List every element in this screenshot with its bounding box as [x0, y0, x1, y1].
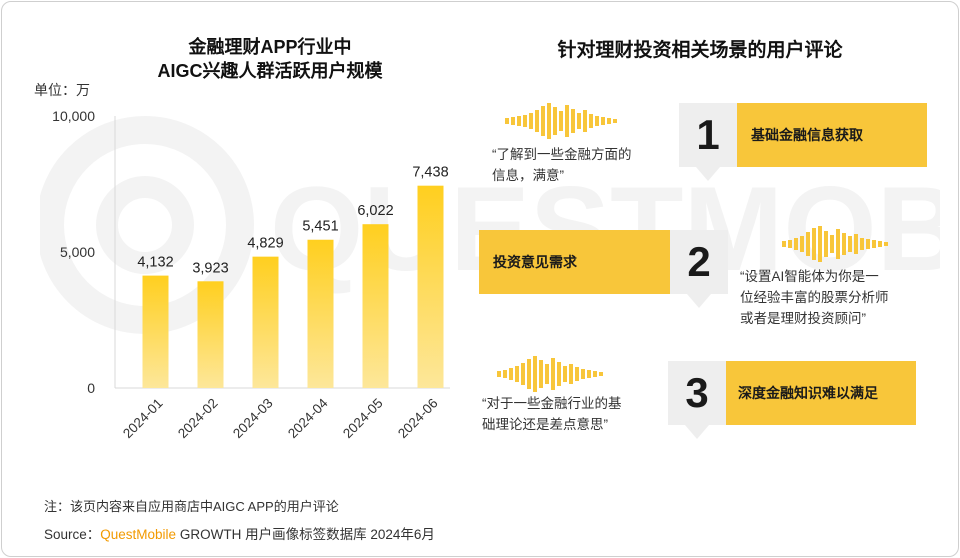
review-quote-3: “对于一些金融行业的基 础理论还是差点意思”	[482, 393, 672, 435]
pointer-arrow	[687, 294, 711, 308]
bar-value-label: 5,451	[302, 219, 338, 235]
y-tick-label: 10,000	[52, 108, 95, 124]
bar	[362, 224, 389, 388]
theme-label: 基础金融信息获取	[751, 127, 863, 143]
quote-line: “了解到一些金融方面的	[492, 147, 632, 162]
number-box-3: 3	[668, 361, 726, 425]
theme-box-1: 基础金融信息获取	[737, 103, 927, 167]
review-quote-1: “了解到一些金融方面的 信息，满意”	[492, 144, 672, 186]
source-suffix: GROWTH 用户画像标签数据库 2024年6月	[176, 527, 435, 542]
bar	[252, 256, 279, 388]
chart-title-line-2: AIGC兴趣人群活跃用户规模	[157, 61, 383, 81]
pointer-arrow	[685, 425, 709, 439]
footer-note: 注：该页内容来自应用商店中AIGC APP的用户评论	[44, 499, 339, 514]
bar-value-label: 6,022	[357, 203, 393, 219]
bar	[142, 275, 169, 388]
number-label: 1	[696, 111, 720, 158]
theme-box-2: 投资意见需求	[479, 230, 670, 294]
x-tick-label: 2024-01	[120, 396, 166, 442]
chart-title: 金融理财APP行业中 AIGC兴趣人群活跃用户规模	[90, 35, 450, 83]
reviews-title: 针对理财投资相关场景的用户评论	[557, 40, 843, 61]
bar	[307, 239, 334, 388]
number-label: 3	[685, 369, 709, 416]
quote-line: 或者是理财投资顾问”	[740, 311, 866, 326]
bar	[197, 281, 224, 388]
quote-line: 信息，满意”	[492, 168, 564, 183]
x-tick-label: 2024-03	[230, 396, 276, 442]
pointer-arrow	[696, 167, 720, 181]
source-prefix: Source：	[44, 527, 101, 542]
theme-label: 投资意见需求	[493, 254, 577, 270]
unit-label: 单位：万	[34, 82, 90, 98]
number-box-2: 2	[670, 230, 728, 294]
y-tick-label: 0	[87, 380, 95, 396]
x-tick-label: 2024-06	[395, 396, 441, 442]
bar-value-label: 7,438	[412, 165, 448, 181]
bar-value-label: 4,132	[137, 255, 173, 271]
theme-box-3: 深度金融知识难以满足	[726, 361, 916, 425]
quote-line: “设置AI智能体为你是一	[740, 269, 879, 284]
bar-chart: 0 5,000 10,000 4,132 2024-01 3,923 2024-02 4,82…	[52, 108, 450, 442]
y-tick-label: 5,000	[60, 244, 95, 260]
x-tick-label: 2024-02	[175, 396, 221, 442]
sound-wave-icon	[497, 356, 603, 392]
quote-line: 位经验丰富的股票分析师	[740, 290, 889, 305]
quote-line: 础理论还是差点意思”	[482, 417, 608, 432]
footer-source: Source：QuestMobile GROWTH 用户画像标签数据库 2024…	[44, 523, 435, 543]
review-quote-2: “设置AI智能体为你是一 位经验丰富的股票分析师 或者是理财投资顾问”	[740, 266, 940, 329]
number-label: 2	[687, 238, 711, 285]
chart-title-line-1: 金融理财APP行业中	[188, 37, 352, 57]
x-tick-label: 2024-05	[340, 396, 386, 442]
bar-value-label: 3,923	[192, 260, 228, 276]
number-box-1: 1	[679, 103, 737, 167]
theme-label: 深度金融知识难以满足	[738, 385, 878, 401]
quote-line: “对于一些金融行业的基	[482, 396, 622, 411]
sound-wave-icon	[782, 226, 888, 262]
source-brand: QuestMobile	[100, 527, 177, 542]
sound-wave-icon	[505, 103, 617, 139]
bar-value-label: 4,829	[247, 236, 283, 252]
x-tick-label: 2024-04	[285, 395, 331, 441]
bar	[417, 185, 444, 388]
